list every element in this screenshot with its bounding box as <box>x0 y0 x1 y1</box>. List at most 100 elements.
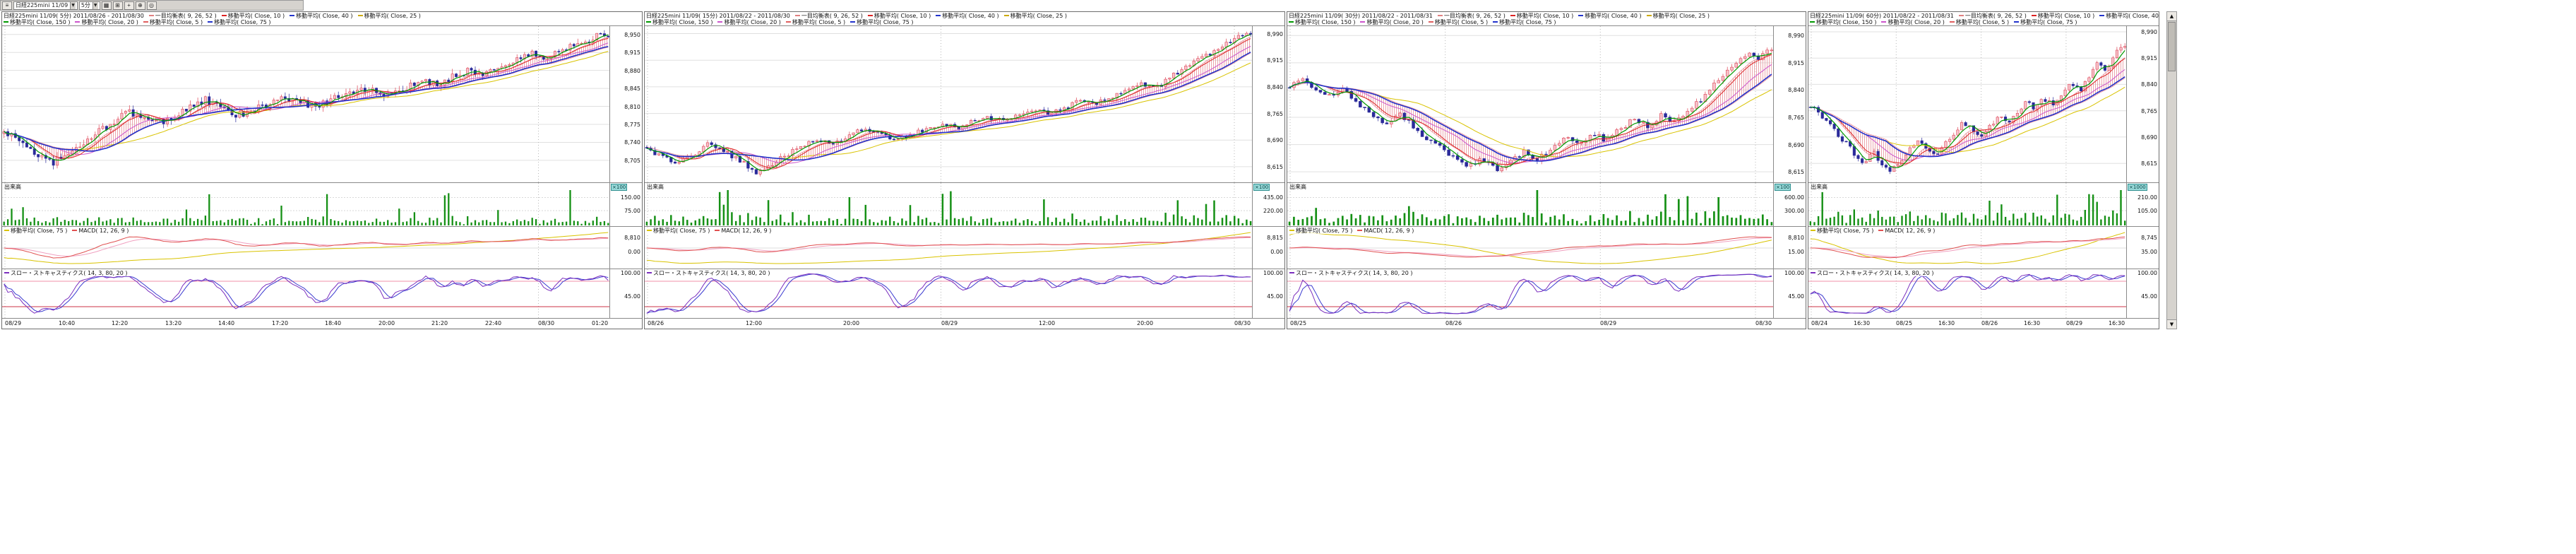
panel-title-line: 日経225mini 11/09( 5分) 2011/08/26 - 2011/0… <box>4 13 640 19</box>
legend-label: 移動平均( Close, 5 ) <box>150 19 203 25</box>
legend-item: スロー・ストキャスティクス( 14, 3, 80, 20 ) <box>4 270 128 276</box>
legend-color-marker <box>1357 230 1362 231</box>
vertical-scrollbar[interactable]: ▲ ▼ <box>2166 11 2177 329</box>
time-axis: 08/2416:3008/2516:3008/2616:3008/2916:30 <box>1808 318 2159 329</box>
settings-button[interactable]: ◎ <box>147 1 157 10</box>
legend-label: 一目均衡表( 9, 26, 52 ) <box>1444 13 1505 19</box>
price-plot[interactable] <box>2 26 610 182</box>
menu-button[interactable]: ≡ <box>2 1 12 10</box>
period-select[interactable]: 5分 ▼ <box>79 1 100 10</box>
volume-axis-label: 105.00 <box>2137 208 2157 214</box>
volume-pane-label: 出来高 <box>1289 184 1307 190</box>
macd-axis-label: 0.00 <box>1270 249 1283 255</box>
legend-label: 移動平均( Close, 75 ) <box>1817 228 1873 234</box>
volume-pane-label: 出来高 <box>1810 184 1828 190</box>
legend-color-marker <box>290 15 294 16</box>
time-axis-label: 08/29 <box>5 320 21 326</box>
grid-layout-button[interactable]: ▦ <box>102 1 112 10</box>
legend-item: 移動平均( Close, 10 ) <box>2032 13 2094 19</box>
macd-axis-label: 8,815 <box>1267 235 1283 241</box>
stochastics-axis-label: 100.00 <box>1784 270 1804 276</box>
time-axis-label: 08/29 <box>1600 320 1616 326</box>
time-axis-label: 16:30 <box>2109 320 2125 326</box>
legend-color-marker <box>850 21 855 23</box>
volume-plot[interactable] <box>1808 183 2127 226</box>
legend-item: 移動平均( Close, 40 ) <box>290 13 352 19</box>
price-axis-label: 8,840 <box>2141 81 2157 88</box>
volume-plot[interactable] <box>1287 183 1774 226</box>
legend-label: 日経225mini 11/09( 60分) 2011/08/22 - 2011/… <box>1810 13 1954 19</box>
price-plot[interactable] <box>1808 26 2127 182</box>
legend-item: 移動平均( Close, 20 ) <box>1881 19 1944 25</box>
legend-item: 一目均衡表( 9, 26, 52 ) <box>795 13 863 19</box>
legend-label: 移動平均( Close, 25 ) <box>1010 13 1067 19</box>
volume-axis: ×1000 210.00105.00 <box>2126 183 2159 226</box>
price-axis: 8,9508,9158,8808,8458,8108,7758,7408,705 <box>609 26 642 182</box>
stochastics-plot[interactable] <box>645 269 1253 318</box>
panel-header: 日経225mini 11/09( 30分) 2011/08/22 - 2011/… <box>1287 12 1806 25</box>
stochastics-plot[interactable] <box>2 269 610 318</box>
price-axis-label: 8,810 <box>624 104 640 110</box>
legend-label: MACD( 12, 26, 9 ) <box>78 228 129 234</box>
legend-item: 日経225mini 11/09( 30分) 2011/08/22 - 2011/… <box>1289 13 1433 19</box>
symbol-select[interactable]: 日経225mini 11/09 ▼ <box>13 1 78 10</box>
price-axis-label: 8,880 <box>624 68 640 74</box>
legend-item: 移動平均( Close, 75 ) <box>647 228 710 234</box>
new-chart-button[interactable]: ⊞ <box>113 1 123 10</box>
stochastics-axis: 100.0045.00 <box>2126 269 2159 318</box>
legend-color-marker <box>647 230 652 231</box>
legend-label: MACD( 12, 26, 9 ) <box>1885 228 1935 234</box>
legend-color-marker <box>1289 230 1294 231</box>
legend-label: 一目均衡表( 9, 26, 52 ) <box>1965 13 2027 19</box>
panel-title-line: 日経225mini 11/09( 30分) 2011/08/22 - 2011/… <box>1289 13 1804 19</box>
price-axis-label: 8,690 <box>1267 137 1283 143</box>
price-axis-label: 8,765 <box>1788 114 1804 121</box>
scroll-down-button[interactable]: ▼ <box>2167 319 2176 329</box>
stochastics-plot[interactable] <box>1808 269 2127 318</box>
stochastics-plot[interactable] <box>1287 269 1774 318</box>
panel-title-line: 日経225mini 11/09( 15分) 2011/08/22 - 2011/… <box>646 13 1283 19</box>
panel-indicator-line: 移動平均( Close, 150 )移動平均( Close, 20 )移動平均(… <box>1810 19 2157 25</box>
volume-axis-label: 210.00 <box>2137 194 2157 201</box>
legend-label: スロー・ストキャスティクス( 14, 3, 80, 20 ) <box>1296 270 1413 276</box>
legend-item: 移動平均( Close, 75 ) <box>1811 228 1873 234</box>
panel-indicator-line: 移動平均( Close, 150 )移動平均( Close, 20 )移動平均(… <box>646 19 1283 25</box>
crosshair-button[interactable]: + <box>124 1 134 10</box>
scroll-up-button[interactable]: ▲ <box>2167 12 2176 21</box>
volume-axis-label: 600.00 <box>1784 194 1804 201</box>
time-axis-label: 12:00 <box>1039 320 1055 326</box>
macd-pane-label: 移動平均( Close, 75 )MACD( 12, 26, 9 ) <box>1289 228 1419 234</box>
volume-plot[interactable] <box>2 183 610 226</box>
volume-plot[interactable] <box>645 183 1253 226</box>
symbol-select-value: 日経225mini 11/09 <box>16 1 68 9</box>
legend-color-marker <box>1959 15 1964 16</box>
legend-color-marker <box>2014 21 2019 23</box>
legend-color-marker <box>2099 15 2104 16</box>
legend-label: 日経225mini 11/09( 5分) 2011/08/26 - 2011/0… <box>4 13 144 19</box>
legend-label: 移動平均( Close, 20 ) <box>1366 19 1423 25</box>
chart-panel: 日経225mini 11/09( 15分) 2011/08/22 - 2011/… <box>644 11 1285 329</box>
time-axis-label: 20:00 <box>843 320 859 326</box>
stochastics-axis: 100.00 45.00 <box>1773 269 1806 318</box>
zoom-button[interactable]: ⊕ <box>136 1 145 10</box>
legend-item: 移動平均( Close, 25 ) <box>358 13 421 19</box>
scroll-thumb[interactable] <box>2168 22 2176 71</box>
legend-label: スロー・ストキャスティクス( 14, 3, 80, 20 ) <box>11 270 128 276</box>
stochastics-axis-label: 45.00 <box>1788 293 1804 300</box>
legend-label: 移動平均( Close, 10 ) <box>2038 13 2094 19</box>
legend-label: 移動平均( Close, 5 ) <box>1956 19 2009 25</box>
legend-label: 移動平均( Close, 20 ) <box>724 19 780 25</box>
time-axis-label: 08/30 <box>1234 320 1251 326</box>
volume-axis: ×100 150.0075.00 <box>609 183 642 226</box>
legend-item: スロー・ストキャスティクス( 14, 3, 80, 20 ) <box>1289 270 1413 276</box>
price-axis-label: 8,915 <box>1267 57 1283 64</box>
volume-axis-label: 220.00 <box>1263 208 1283 214</box>
price-plot[interactable] <box>1287 26 1774 182</box>
chart-panel: 日経225mini 11/09( 5分) 2011/08/26 - 2011/0… <box>1 11 643 329</box>
macd-axis: 8,81015.00 <box>1773 227 1806 269</box>
time-axis: 08/2910:4012:2013:2014:4017:2018:4020:00… <box>2 318 642 329</box>
scroll-track[interactable] <box>2167 72 2176 319</box>
price-plot[interactable] <box>645 26 1253 182</box>
price-axis: 8,9908,9158,8408,7658,6908,615 <box>1252 26 1284 182</box>
volume-unit-badge: ×100 <box>1253 184 1270 191</box>
